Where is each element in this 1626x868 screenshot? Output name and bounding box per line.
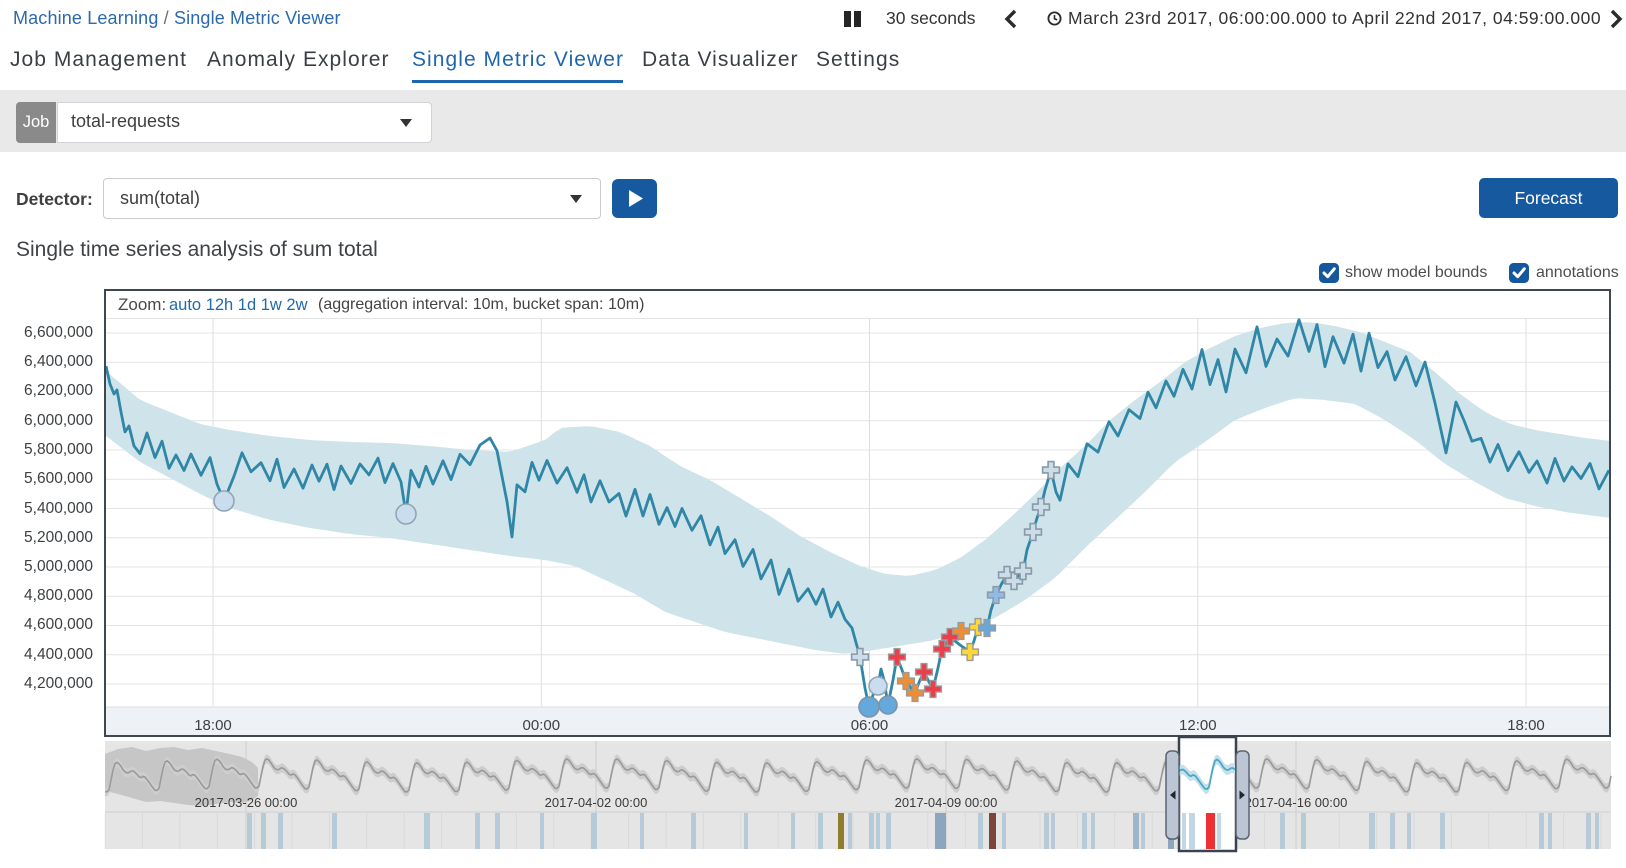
svg-text:18:00: 18:00 [1507, 717, 1545, 734]
svg-text:2017-04-02 00:00: 2017-04-02 00:00 [545, 795, 648, 810]
svg-text:2017-04-09 00:00: 2017-04-09 00:00 [895, 795, 998, 810]
svg-text:2017-03-26 00:00: 2017-03-26 00:00 [195, 795, 298, 810]
svg-text:12:00: 12:00 [1179, 717, 1217, 734]
svg-text:06:00: 06:00 [851, 717, 889, 734]
svg-text:2017-04-16 00:00: 2017-04-16 00:00 [1245, 795, 1348, 810]
svg-text:18:00: 18:00 [194, 717, 232, 734]
svg-text:00:00: 00:00 [523, 717, 561, 734]
